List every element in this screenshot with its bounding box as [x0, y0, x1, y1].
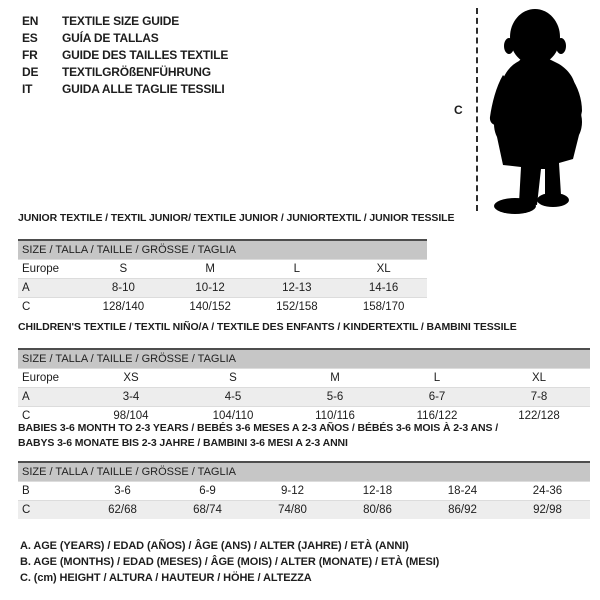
lang-label: TEXTILGRÖßENFÜHRUNG: [62, 65, 211, 79]
lang-code: FR: [22, 48, 38, 62]
table-cell: 116/122: [386, 406, 488, 425]
lang-row-it: IT GUIDA ALLE TAGLIE TESSILI: [22, 81, 228, 98]
table-cell: S: [182, 368, 284, 388]
table-cell: 68/74: [165, 500, 250, 519]
table-cell: 24-36: [505, 481, 590, 501]
section-babies-textile: BABIES 3-6 MONTH TO 2-3 YEARS / BEBÉS 3-…: [18, 421, 590, 519]
table-cell: 14-16: [340, 278, 427, 298]
toddler-silhouette-image: [489, 9, 582, 214]
row-label: C: [18, 500, 80, 519]
table-row: C 62/68 68/74 74/80 80/86 86/92 92/98: [18, 500, 590, 519]
section-title: CHILDREN'S TEXTILE / TEXTIL NIÑO/A / TEX…: [18, 321, 517, 333]
table-cell: 152/158: [253, 297, 341, 316]
lang-label: GUIDE DES TAILLES TEXTILE: [62, 48, 229, 62]
legend-line-a: A. AGE (YEARS) / EDAD (AÑOS) / ÂGE (ANS)…: [20, 540, 409, 552]
table-cell: 86/92: [420, 500, 505, 519]
measure-legend: A. AGE (YEARS) / EDAD (AÑOS) / ÂGE (ANS)…: [20, 538, 439, 586]
size-header-label: SIZE / TALLA / TAILLE / GRÖSSE / TAGLIA: [18, 240, 427, 260]
table-cell: M: [284, 368, 386, 388]
table-cell: L: [386, 368, 488, 388]
table-cell: 5-6: [284, 387, 386, 407]
table-cell: 122/128: [488, 406, 590, 425]
table-cell: 3-4: [80, 387, 182, 407]
section-title-wrap: JUNIOR TEXTILE / TEXTIL JUNIOR/ TEXTILE …: [18, 211, 455, 226]
table-cell: L: [253, 259, 341, 279]
table-cell: 18-24: [420, 481, 505, 501]
measure-c-label: C: [454, 103, 463, 117]
size-header-label: SIZE / TALLA / TAILLE / GRÖSSE / TAGLIA: [18, 462, 590, 482]
table-cell: 12-13: [253, 278, 341, 298]
lang-label: TEXTILE SIZE GUIDE: [62, 14, 180, 28]
row-label: A: [18, 387, 80, 407]
table-cell: 4-5: [182, 387, 284, 407]
table-cell: 92/98: [505, 500, 590, 519]
section-title: BABYS 3-6 MONATE BIS 2-3 JAHRE / BAMBINI…: [18, 437, 348, 449]
table-row: A 3-4 4-5 5-6 6-7 7-8: [18, 387, 590, 407]
table-cell: 9-12: [250, 481, 335, 501]
lang-row-es: ES GUÍA DE TALLAS: [22, 30, 228, 47]
lang-code: EN: [22, 14, 39, 28]
table-cell: 110/116: [284, 406, 386, 425]
table-cell: 8-10: [80, 278, 167, 298]
table-cell: 7-8: [488, 387, 590, 407]
babies-size-table: SIZE / TALLA / TAILLE / GRÖSSE / TAGLIA B…: [18, 461, 590, 519]
table-cell: XS: [80, 368, 182, 388]
table-cell: 6-9: [165, 481, 250, 501]
size-header-label: SIZE / TALLA / TAILLE / GRÖSSE / TAGLIA: [18, 349, 590, 369]
lang-label: GUÍA DE TALLAS: [62, 31, 159, 45]
table-row: B 3-6 6-9 9-12 12-18 18-24 24-36: [18, 481, 590, 501]
table-row: Europe S M L XL: [18, 259, 427, 279]
row-label: Europe: [18, 259, 80, 279]
table-cell: 62/68: [80, 500, 165, 519]
section-title-wrap: CHILDREN'S TEXTILE / TEXTIL NIÑO/A / TEX…: [18, 320, 590, 335]
table-cell: M: [166, 259, 254, 279]
dashed-measure-line: [476, 8, 478, 211]
table-cell: XL: [340, 259, 427, 279]
section-junior-textile: JUNIOR TEXTILE / TEXTIL JUNIOR/ TEXTILE …: [18, 211, 455, 316]
lang-row-fr: FR GUIDE DES TAILLES TEXTILE: [22, 47, 228, 64]
table-cell: S: [80, 259, 167, 279]
height-measure-figure: C: [448, 5, 598, 217]
row-label: Europe: [18, 368, 80, 388]
lang-code: ES: [22, 31, 38, 45]
table-cell: 80/86: [335, 500, 420, 519]
row-label: C: [18, 297, 80, 316]
row-label: B: [18, 481, 80, 501]
legend-line-b: B. AGE (MONTHS) / EDAD (MESES) / ÂGE (MO…: [20, 556, 440, 568]
section-title-wrap: BABIES 3-6 MONTH TO 2-3 YEARS / BEBÉS 3-…: [18, 421, 590, 451]
size-header-row: SIZE / TALLA / TAILLE / GRÖSSE / TAGLIA: [18, 240, 427, 260]
section-title: BABIES 3-6 MONTH TO 2-3 YEARS / BEBÉS 3-…: [18, 422, 499, 434]
table-cell: XL: [488, 368, 590, 388]
table-cell: 128/140: [80, 297, 167, 316]
table-row: C 128/140 140/152 152/158 158/170: [18, 297, 427, 316]
junior-size-table: SIZE / TALLA / TAILLE / GRÖSSE / TAGLIA E…: [18, 239, 427, 316]
legend-line-c: C. (cm) HEIGHT / ALTURA / HAUTEUR / HÖHE…: [20, 572, 312, 584]
table-cell: 6-7: [386, 387, 488, 407]
size-header-row: SIZE / TALLA / TAILLE / GRÖSSE / TAGLIA: [18, 349, 590, 369]
language-header: EN TEXTILE SIZE GUIDE ES GUÍA DE TALLAS …: [22, 13, 228, 98]
table-row: A 8-10 10-12 12-13 14-16: [18, 278, 427, 298]
table-cell: 98/104: [80, 406, 182, 425]
lang-code: IT: [22, 82, 33, 96]
table-row: Europe XS S M L XL: [18, 368, 590, 388]
lang-label: GUIDA ALLE TAGLIE TESSILI: [62, 82, 225, 96]
lang-code: DE: [22, 65, 39, 79]
table-cell: 3-6: [80, 481, 165, 501]
row-label: C: [18, 406, 80, 425]
lang-row-de: DE TEXTILGRÖßENFÜHRUNG: [22, 64, 228, 81]
lang-row-en: EN TEXTILE SIZE GUIDE: [22, 13, 228, 30]
table-cell: 104/110: [182, 406, 284, 425]
table-row: C 98/104 104/110 110/116 116/122 122/128: [18, 406, 590, 425]
section-title: JUNIOR TEXTILE / TEXTIL JUNIOR/ TEXTILE …: [18, 212, 455, 224]
table-cell: 74/80: [250, 500, 335, 519]
size-header-row: SIZE / TALLA / TAILLE / GRÖSSE / TAGLIA: [18, 462, 590, 482]
children-size-table: SIZE / TALLA / TAILLE / GRÖSSE / TAGLIA E…: [18, 348, 590, 425]
section-children-textile: CHILDREN'S TEXTILE / TEXTIL NIÑO/A / TEX…: [18, 320, 590, 425]
row-label: A: [18, 278, 80, 298]
table-cell: 158/170: [340, 297, 427, 316]
table-cell: 10-12: [166, 278, 254, 298]
table-cell: 12-18: [335, 481, 420, 501]
table-cell: 140/152: [166, 297, 254, 316]
